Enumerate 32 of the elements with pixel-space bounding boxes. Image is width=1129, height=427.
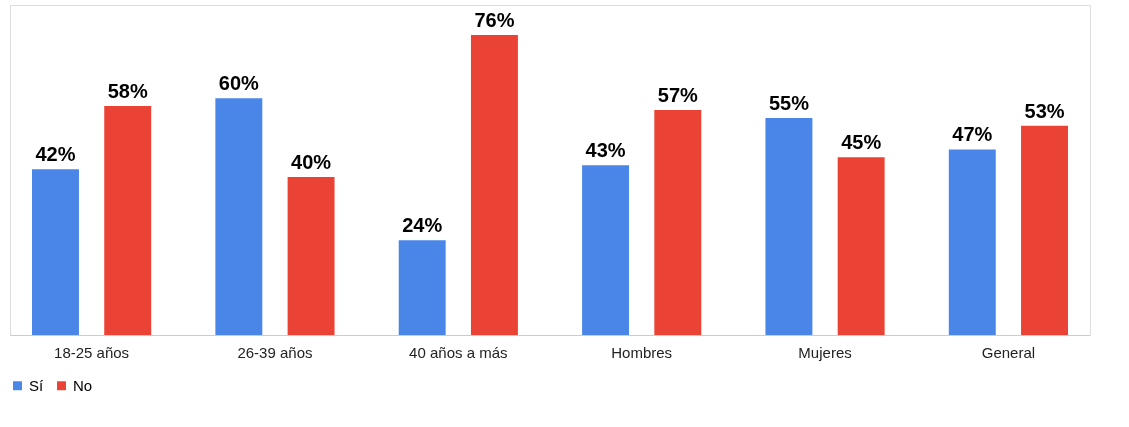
legend-label: Sí — [29, 376, 44, 394]
data-label: 42% — [35, 143, 76, 166]
bar — [287, 177, 335, 335]
bar — [104, 106, 152, 335]
data-label: 47% — [952, 123, 993, 146]
x-tick-label: 40 años a más — [409, 343, 508, 361]
bar — [215, 98, 263, 335]
x-tick-label: Mujeres — [798, 343, 852, 361]
bar — [765, 117, 813, 335]
x-tick-label: Hombres — [611, 343, 673, 361]
bar — [398, 240, 446, 335]
data-label: 76% — [474, 9, 515, 31]
x-tick-label: 18-25 años — [54, 343, 130, 361]
bar — [32, 169, 79, 335]
x-tick-label: 26-39 años — [237, 343, 313, 361]
data-label: 53% — [1024, 99, 1065, 122]
data-label: 55% — [768, 91, 810, 114]
data-label: 57% — [657, 84, 699, 106]
x-tick-label: General — [981, 343, 1036, 361]
data-label: 60% — [218, 72, 260, 95]
bar — [837, 157, 885, 335]
bar — [582, 165, 630, 335]
bar — [1021, 125, 1068, 335]
data-label: 24% — [402, 214, 443, 237]
legend-label: No — [73, 376, 93, 394]
data-label: 45% — [841, 131, 882, 154]
bar — [470, 35, 518, 335]
bar — [948, 149, 996, 335]
data-label: 43% — [585, 139, 626, 162]
bar — [654, 110, 702, 335]
data-label: 40% — [291, 151, 332, 174]
data-label: 58% — [107, 80, 148, 103]
